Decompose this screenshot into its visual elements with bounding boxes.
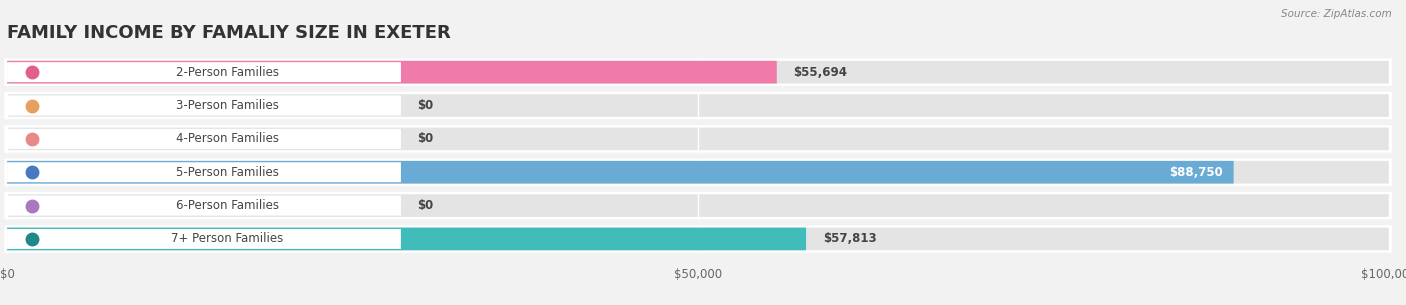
FancyBboxPatch shape [7,194,1389,217]
Text: $57,813: $57,813 [823,232,876,246]
FancyBboxPatch shape [4,125,1392,152]
FancyBboxPatch shape [4,192,1392,219]
Text: $0: $0 [418,199,434,212]
FancyBboxPatch shape [7,127,1389,150]
Text: FAMILY INCOME BY FAMALIY SIZE IN EXETER: FAMILY INCOME BY FAMALIY SIZE IN EXETER [7,24,451,42]
Text: 5-Person Families: 5-Person Families [176,166,278,179]
Text: $88,750: $88,750 [1168,166,1223,179]
FancyBboxPatch shape [7,61,776,84]
Text: $0: $0 [418,99,434,112]
Text: Source: ZipAtlas.com: Source: ZipAtlas.com [1281,9,1392,19]
FancyBboxPatch shape [7,161,1389,184]
Text: $55,694: $55,694 [793,66,848,79]
FancyBboxPatch shape [4,225,1392,253]
FancyBboxPatch shape [7,162,401,182]
FancyBboxPatch shape [7,228,806,250]
FancyBboxPatch shape [7,61,1389,84]
FancyBboxPatch shape [7,95,401,116]
FancyBboxPatch shape [4,159,1392,186]
Text: 4-Person Families: 4-Person Families [176,132,280,145]
FancyBboxPatch shape [4,92,1392,119]
Text: $0: $0 [418,132,434,145]
Text: 3-Person Families: 3-Person Families [176,99,278,112]
FancyBboxPatch shape [4,59,1392,86]
FancyBboxPatch shape [7,94,1389,117]
FancyBboxPatch shape [7,161,1233,184]
FancyBboxPatch shape [7,196,401,216]
Text: 7+ Person Families: 7+ Person Families [172,232,284,246]
FancyBboxPatch shape [7,129,401,149]
Text: 6-Person Families: 6-Person Families [176,199,280,212]
FancyBboxPatch shape [7,229,401,249]
FancyBboxPatch shape [7,62,401,82]
FancyBboxPatch shape [7,228,1389,250]
Text: 2-Person Families: 2-Person Families [176,66,280,79]
